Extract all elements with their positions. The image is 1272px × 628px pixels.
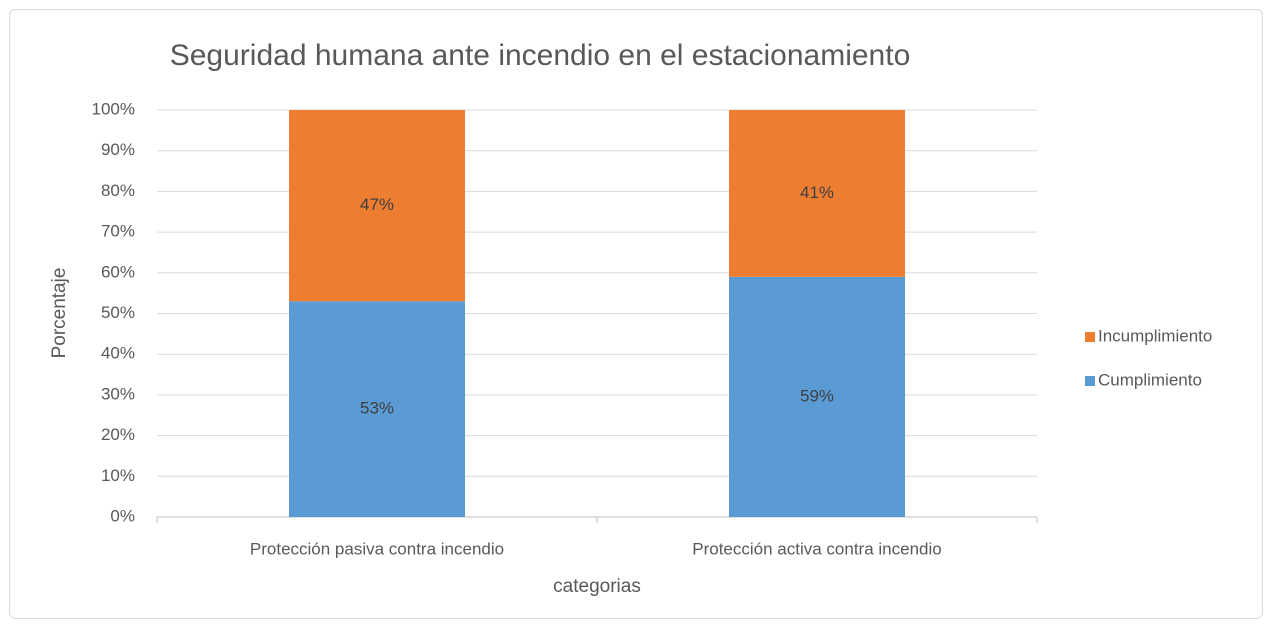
y-tick-label: 30% — [101, 384, 135, 403]
data-label: 47% — [360, 195, 394, 214]
data-label: 59% — [800, 386, 834, 405]
legend-swatch — [1085, 376, 1095, 386]
y-tick-label: 20% — [101, 425, 135, 444]
legend-swatch — [1085, 332, 1095, 342]
y-tick-label: 0% — [110, 506, 135, 525]
y-tick-label: 10% — [101, 466, 135, 485]
legend-label: Cumplimiento — [1098, 370, 1202, 389]
x-tick-label: Protección pasiva contra incendio — [250, 539, 504, 558]
legend-label: Incumplimiento — [1098, 326, 1212, 345]
x-axis-title: categorias — [553, 576, 641, 597]
y-tick-label: 60% — [101, 262, 135, 281]
y-tick-label: 100% — [92, 99, 135, 118]
y-tick-label: 50% — [101, 303, 135, 322]
x-tick-label: Protección activa contra incendio — [692, 539, 941, 558]
chart-title: Seguridad humana ante incendio en el est… — [170, 39, 911, 72]
y-axis-title: Porcentaje — [49, 268, 70, 359]
y-tick-label: 80% — [101, 181, 135, 200]
y-tick-label: 70% — [101, 222, 135, 241]
bar-segment — [729, 276, 905, 517]
y-tick-label: 40% — [101, 344, 135, 363]
data-label: 41% — [800, 183, 834, 202]
data-label: 53% — [360, 399, 394, 418]
y-tick-label: 90% — [101, 140, 135, 159]
bar-segment — [729, 110, 905, 277]
bar-segment — [289, 110, 465, 302]
bar-segment — [289, 301, 465, 517]
